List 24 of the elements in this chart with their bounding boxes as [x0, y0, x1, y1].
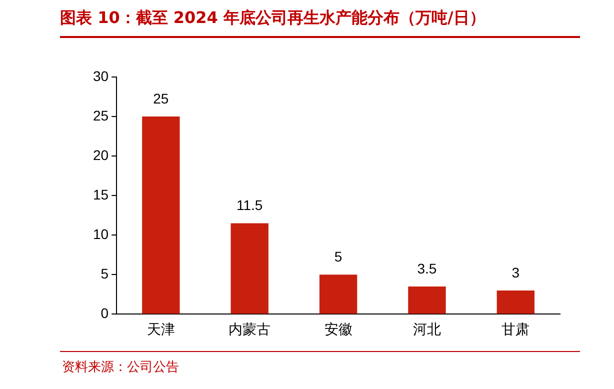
y-tick-label: 10 — [92, 226, 109, 242]
text: 资料来源：公司公告 — [62, 359, 179, 376]
data-label: 3 — [512, 264, 520, 280]
y-tick-label: 5 — [100, 266, 109, 282]
chart-title: 图表 10：截至 2024 年底公司再生水产能分布（万吨/日） — [60, 8, 486, 29]
data-label: 11.5 — [236, 197, 263, 214]
x-tick-label: 安徽 — [324, 322, 352, 338]
y-tick-label: 15 — [92, 186, 109, 202]
bar — [319, 274, 358, 314]
y-tick-label: 30 — [92, 68, 109, 84]
x-tick-label: 甘肃 — [502, 322, 530, 338]
data-label: 5 — [334, 248, 342, 265]
bar — [142, 116, 180, 314]
y-tick-label: 25 — [92, 107, 109, 124]
y-tick-label: 20 — [92, 146, 109, 163]
y-tick-label: 0 — [100, 305, 109, 322]
x-tick-label: 天津 — [146, 322, 175, 338]
data-label: 3.5 — [417, 260, 437, 276]
x-tick-label: 河北 — [412, 322, 441, 338]
data-label: 25 — [153, 90, 169, 106]
bar — [230, 223, 268, 314]
bar — [496, 290, 535, 314]
x-tick-label: 内蒙古 — [228, 322, 271, 338]
bar — [408, 286, 446, 314]
